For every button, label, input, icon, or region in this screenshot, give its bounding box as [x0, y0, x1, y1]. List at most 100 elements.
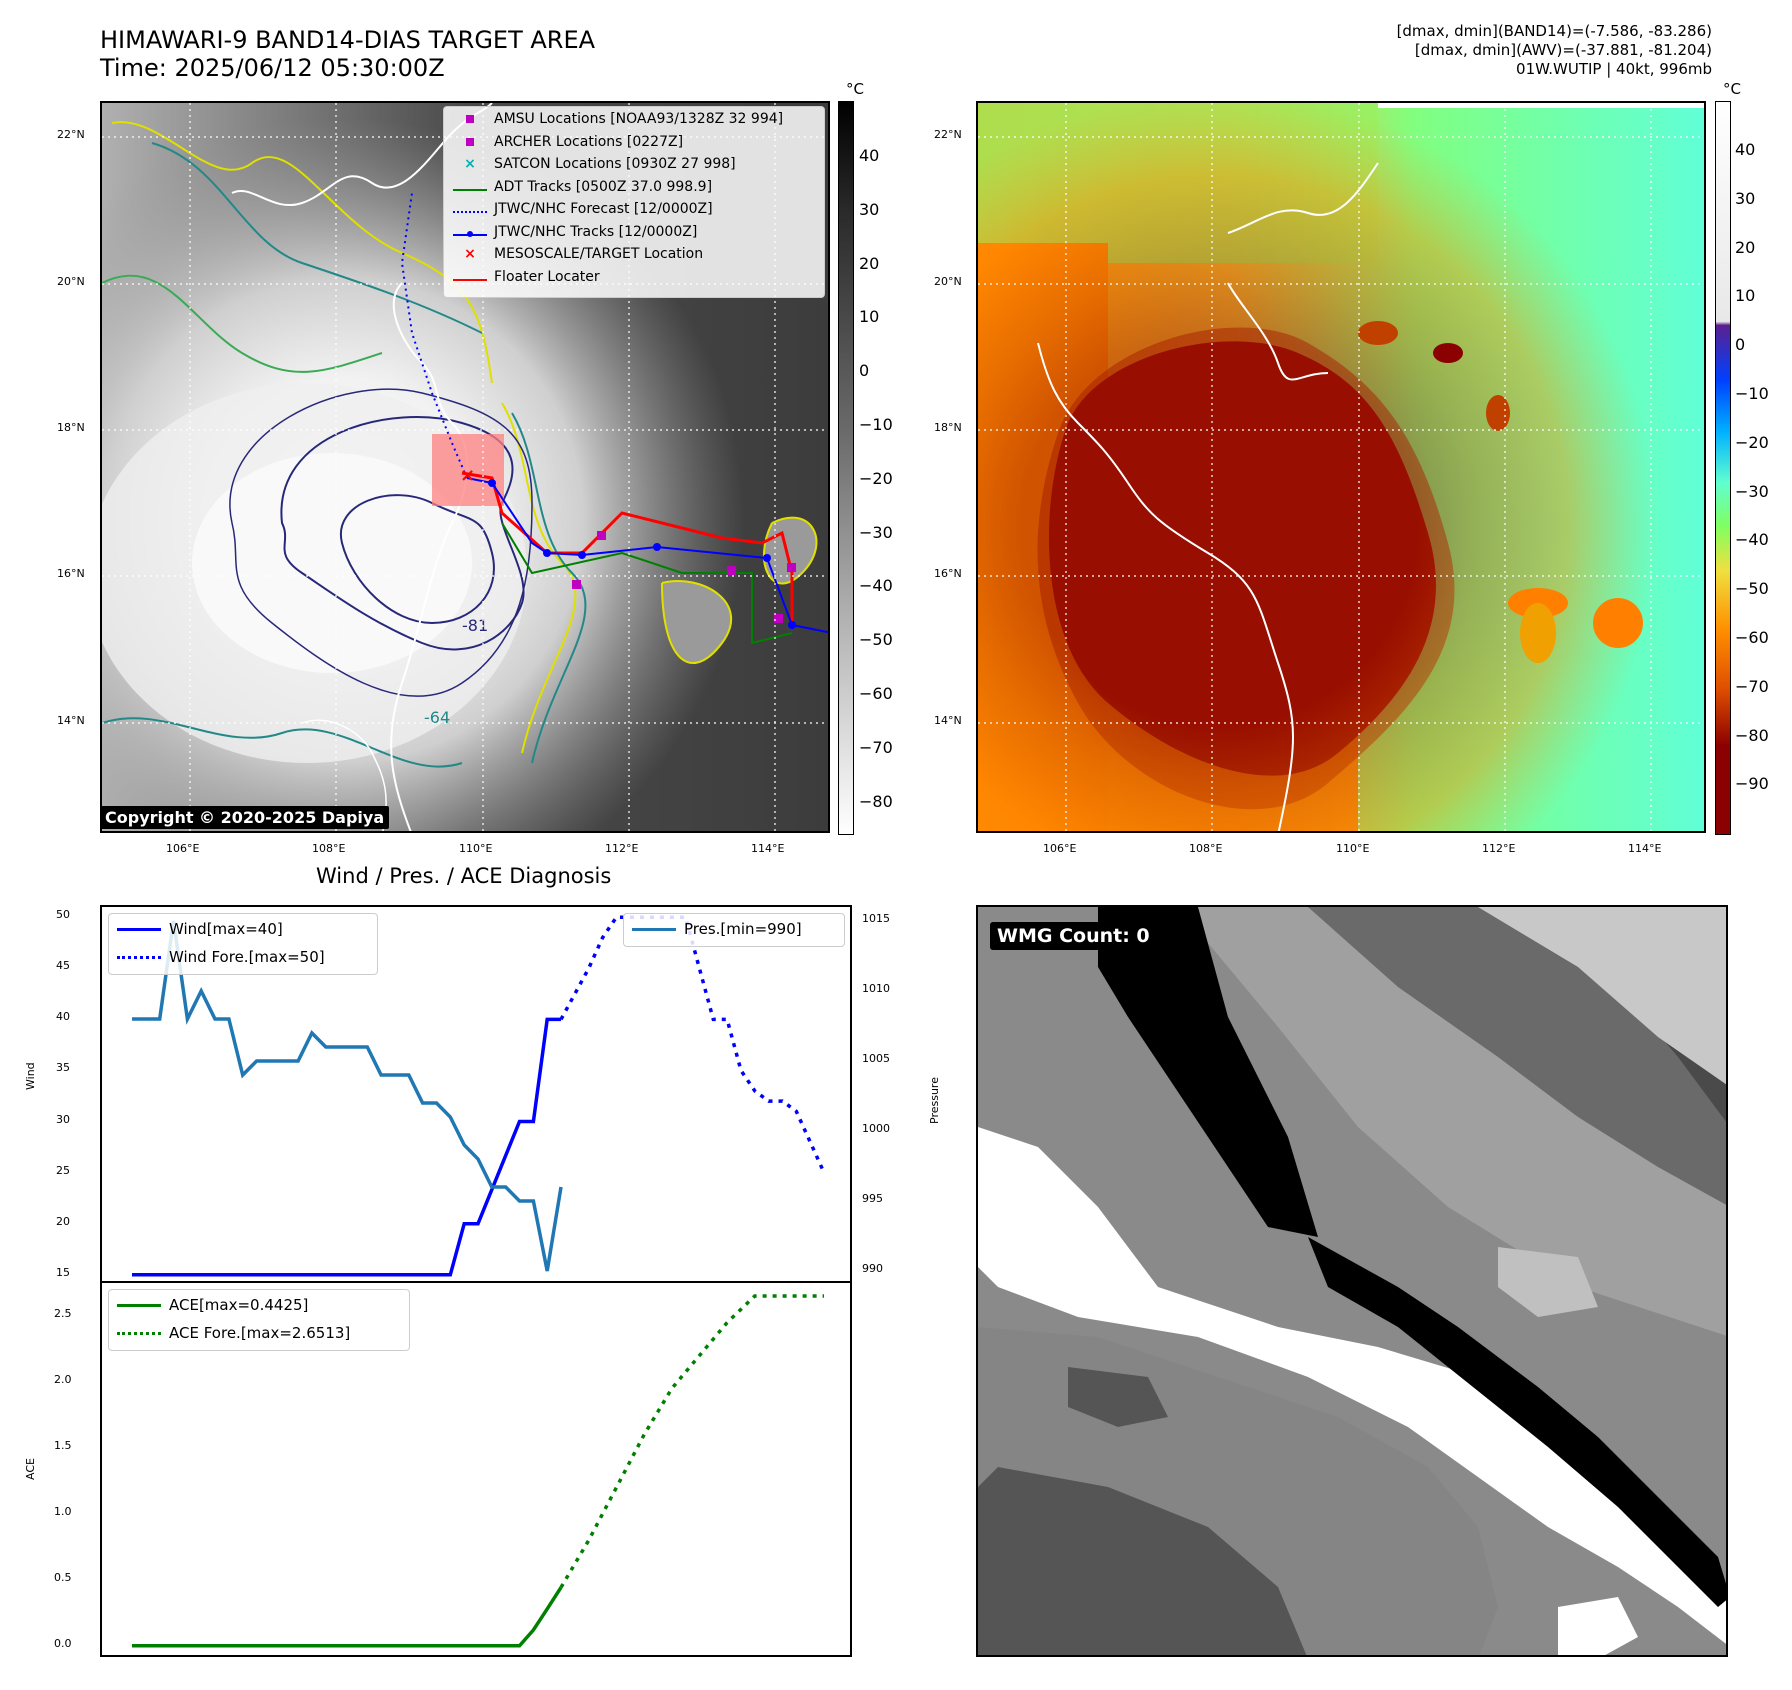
legend-label: MESOSCALE/TARGET Location [494, 246, 704, 262]
series-line [559, 915, 826, 1174]
ir-colorbar-tick: −50 [859, 630, 893, 650]
legend-symbol [452, 111, 488, 127]
legend-item: JTWC/NHC Forecast [12/0000Z] [452, 201, 713, 217]
enhanced-ir-image [978, 103, 1704, 831]
pressure-axis-label: Pressure [928, 1077, 941, 1124]
legend-symbol [452, 134, 488, 150]
lat-label-22-right: 22°N [934, 128, 962, 141]
ir-colorbar-tick: −60 [859, 684, 893, 703]
enhanced-colorbar-tick: −20 [1735, 432, 1769, 452]
legend-wind: Wind[max=40] [117, 920, 283, 938]
target-marker: × [460, 465, 475, 486]
pressure-ytick: 1000 [862, 1122, 890, 1135]
ir-colorbar-tick: −30 [859, 522, 893, 542]
lon-label-106-right: 106°E [1043, 842, 1077, 855]
legend-label: ADT Tracks [0500Z 37.0 998.9] [494, 178, 713, 195]
legend-item: ARCHER Locations [0227Z] [452, 134, 683, 150]
ace-axis-label: ACE [24, 1458, 37, 1480]
ir-colorbar-tick: −80 [859, 791, 893, 811]
wind-ytick: 25 [56, 1163, 70, 1177]
enhanced-colorbar-tick: 0 [1735, 335, 1746, 355]
legend-item: Floater Locater [452, 269, 600, 285]
legend-label: JTWC/NHC Tracks [12/0000Z] [494, 223, 698, 240]
enhanced-colorbar-tick: −90 [1735, 774, 1769, 794]
ace-ytick: 1.5 [54, 1438, 72, 1452]
ir-colorbar-tick: 30 [859, 199, 880, 219]
series-line [132, 920, 563, 1272]
enhanced-ir-panel [976, 101, 1706, 833]
legend-symbol: × [464, 246, 476, 262]
ir-colorbar-tick: −10 [859, 415, 893, 434]
legend-label: JTWC/NHC Forecast [12/0000Z] [494, 201, 713, 217]
enhanced-colorbar-tick: 30 [1735, 188, 1756, 208]
legend-label: AMSU Locations [NOAA93/1328Z 32 994] [494, 111, 784, 127]
wind-pressure-plot [132, 915, 826, 1277]
figure-title: HIMAWARI-9 BAND14-DIAS TARGET AREA Time:… [100, 26, 595, 82]
pressure-ytick: 1015 [862, 912, 890, 925]
wind-ytick: 50 [56, 908, 70, 922]
lon-label-114-right: 114°E [1628, 842, 1662, 855]
ace-legend: ACE[max=0.4425] ACE Fore.[max=2.6513] [108, 1289, 410, 1351]
wind-ytick: 35 [56, 1061, 70, 1075]
ace-ytick: 1.0 [54, 1504, 72, 1518]
wind-ytick: 20 [56, 1214, 70, 1228]
enhanced-colorbar-tick: 40 [1735, 140, 1756, 159]
ir-colorbar-tick: −40 [859, 576, 893, 596]
wind-ytick: 30 [56, 1112, 70, 1126]
wind-legend: Wind[max=40] Wind Fore.[max=50] [108, 913, 378, 975]
enhanced-colorbar-tick: −30 [1735, 481, 1769, 501]
legend-ace: ACE[max=0.4425] [117, 1296, 308, 1314]
legend-symbol [452, 179, 488, 195]
contour-label-64: -64 [424, 708, 450, 727]
info-line-1: [dmax, dmin](BAND14)=(-7.586, -83.286) [1396, 22, 1712, 40]
title-line-2: Time: 2025/06/12 05:30:00Z [100, 54, 445, 82]
storm-info: [dmax, dmin](BAND14)=(-7.586, -83.286) [… [1397, 22, 1712, 79]
enhanced-colorbar-tick: 20 [1735, 237, 1756, 257]
lon-label-108: 108°E [312, 842, 346, 855]
ir-colorbar-tick: −20 [859, 468, 893, 488]
lon-label-112: 112°E [605, 842, 639, 855]
pressure-ytick: 995 [862, 1192, 883, 1205]
ir-colorbar-unit: °C [846, 80, 864, 98]
ir-colorbar-tick: 20 [859, 253, 880, 273]
amsu-marker [597, 531, 606, 540]
enhanced-colorbar-tick: 10 [1735, 286, 1756, 306]
enhanced-colorbar-tick: −70 [1735, 676, 1769, 696]
series-line [559, 1294, 824, 1589]
lat-label-18-right: 18°N [934, 421, 962, 434]
ir-colorbar-tick: 10 [859, 307, 880, 327]
enhanced-colorbar-unit: °C [1723, 80, 1741, 98]
contour-label-81: -81 [462, 616, 488, 635]
target-area-box [432, 434, 504, 506]
title-line-1: HIMAWARI-9 BAND14-DIAS TARGET AREA [100, 26, 596, 54]
lat-label-18: 18°N [57, 421, 85, 434]
legend-item: AMSU Locations [NOAA93/1328Z 32 994] [452, 111, 783, 127]
pressure-legend: Pres.[min=990] [623, 913, 845, 947]
legend-item: × MESOSCALE/TARGET Location [452, 246, 703, 262]
lon-label-106: 106°E [166, 842, 200, 855]
lat-label-16-right: 16°N [934, 567, 962, 580]
legend-label: ARCHER Locations [0227Z] [494, 133, 684, 150]
ir-colorbar-tick: −70 [859, 737, 893, 757]
wind-ytick: 45 [56, 959, 70, 973]
ace-ytick: 2.0 [54, 1372, 72, 1386]
diagnosis-title: Wind / Pres. / ACE Diagnosis [316, 864, 612, 888]
lat-label-20-right: 20°N [934, 275, 962, 288]
legend-symbol [452, 269, 488, 285]
legend-item: ADT Tracks [0500Z 37.0 998.9] [452, 179, 712, 195]
pressure-ytick: 1005 [862, 1052, 890, 1065]
lat-label-14: 14°N [57, 714, 85, 727]
info-line-3: 01W.WUTIP | 40kt, 996mb [1516, 60, 1712, 78]
ir-colorbar-tick: 40 [859, 146, 880, 165]
lon-label-110-right: 110°E [1336, 842, 1370, 855]
pressure-ytick: 990 [862, 1262, 883, 1275]
copyright-badge: Copyright © 2020-2025 Dapiya [100, 806, 390, 829]
ace-ytick: 2.5 [54, 1306, 72, 1320]
lat-label-16: 16°N [57, 567, 85, 580]
enhanced-colorbar [1715, 101, 1731, 835]
legend-symbol [452, 224, 488, 240]
enhanced-colorbar-tick: −40 [1735, 530, 1769, 550]
lat-label-20: 20°N [57, 275, 85, 288]
wmg-count-badge: WMG Count: 0 [990, 922, 1157, 950]
series-line [132, 1586, 563, 1648]
